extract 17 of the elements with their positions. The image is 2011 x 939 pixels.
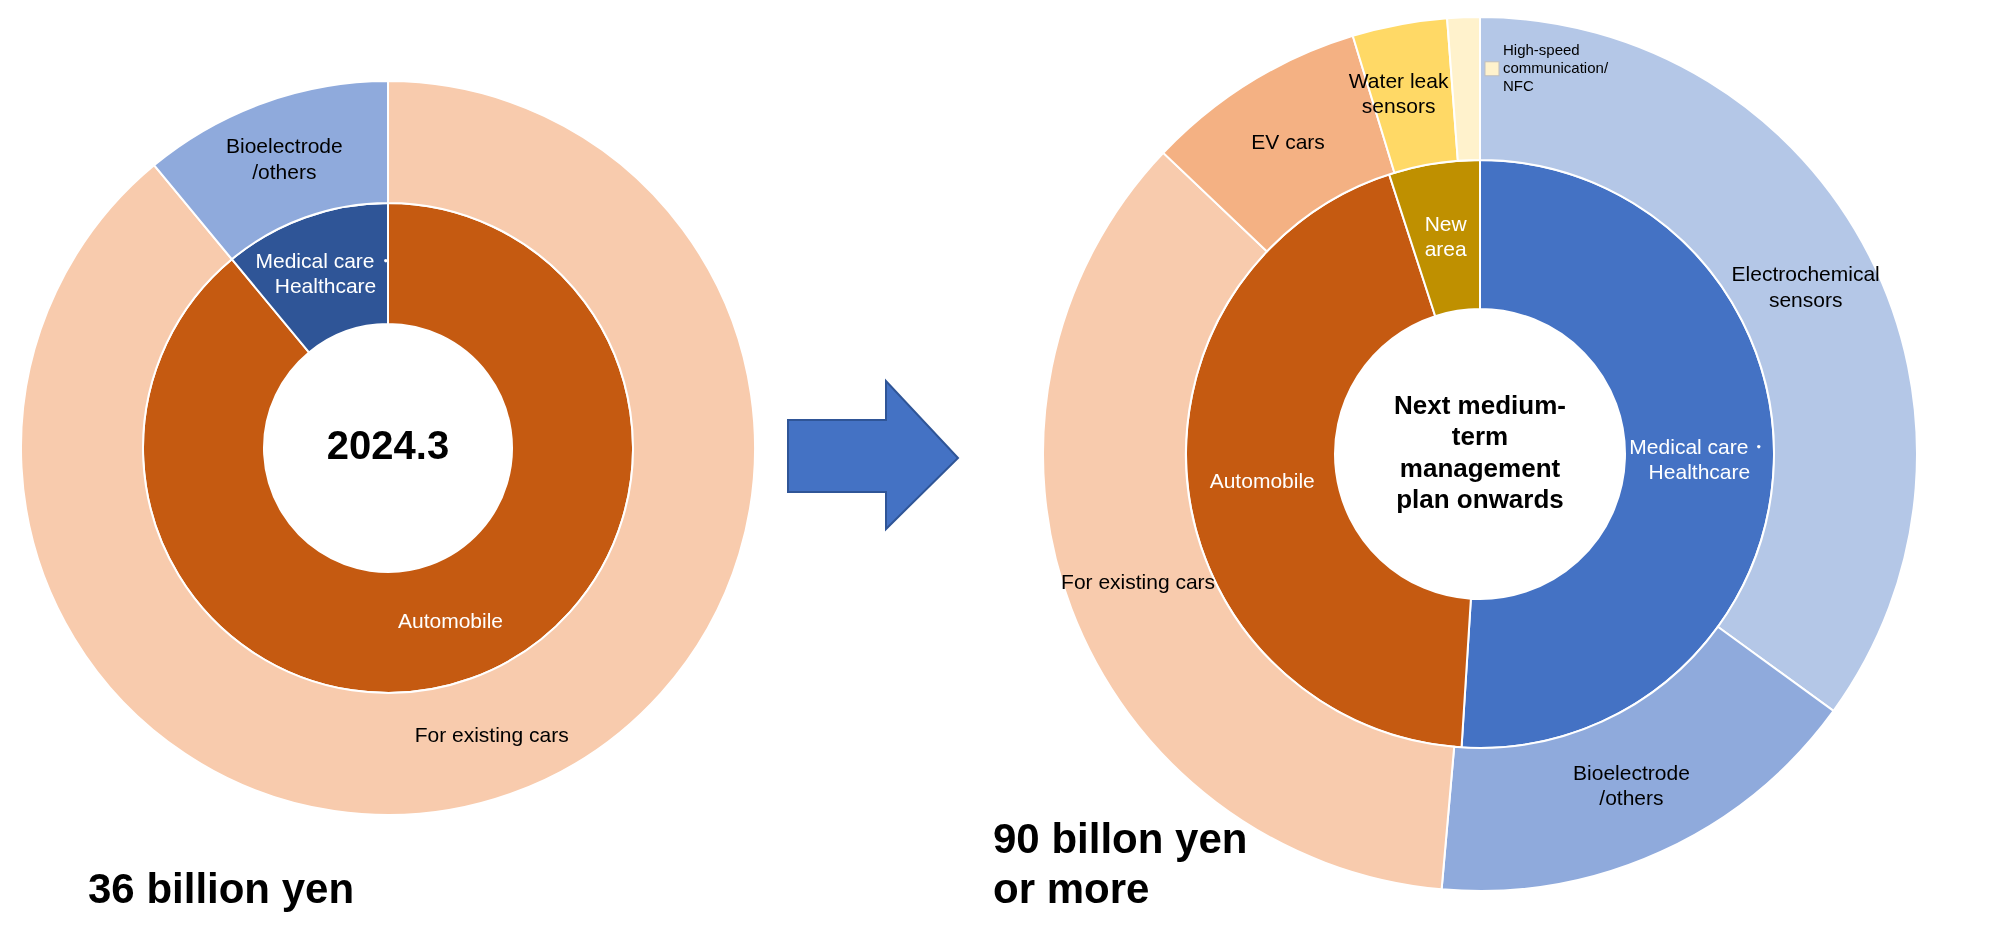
slice-label: Automobile <box>397 608 504 632</box>
slice-label: Electrochemical sensors <box>1731 262 1880 311</box>
slice-label: New area <box>1424 211 1468 260</box>
legend-label: High-speed communication/ NFC <box>1503 40 1609 94</box>
slice-label: Automobile <box>1209 468 1315 492</box>
slice-label: Bioelectrode /others <box>1573 760 1690 809</box>
slice-label: Medical care・ Healthcare <box>255 248 396 297</box>
text: Next medium- term management plan onwards <box>1394 390 1566 514</box>
slice-label: Medical care・ Healthcare <box>1629 434 1770 484</box>
text: 36 billion yen <box>88 865 355 912</box>
text: 90 billon yen or more <box>993 815 1248 912</box>
slice-label: For existing cars <box>1061 569 1216 593</box>
slice-label: For existing cars <box>414 722 569 746</box>
slice-label: Bioelectrode /others <box>225 134 343 183</box>
donut-slice <box>20 80 756 816</box>
text: 2024.3 <box>326 422 450 467</box>
slice-label: EV cars <box>1251 129 1325 153</box>
